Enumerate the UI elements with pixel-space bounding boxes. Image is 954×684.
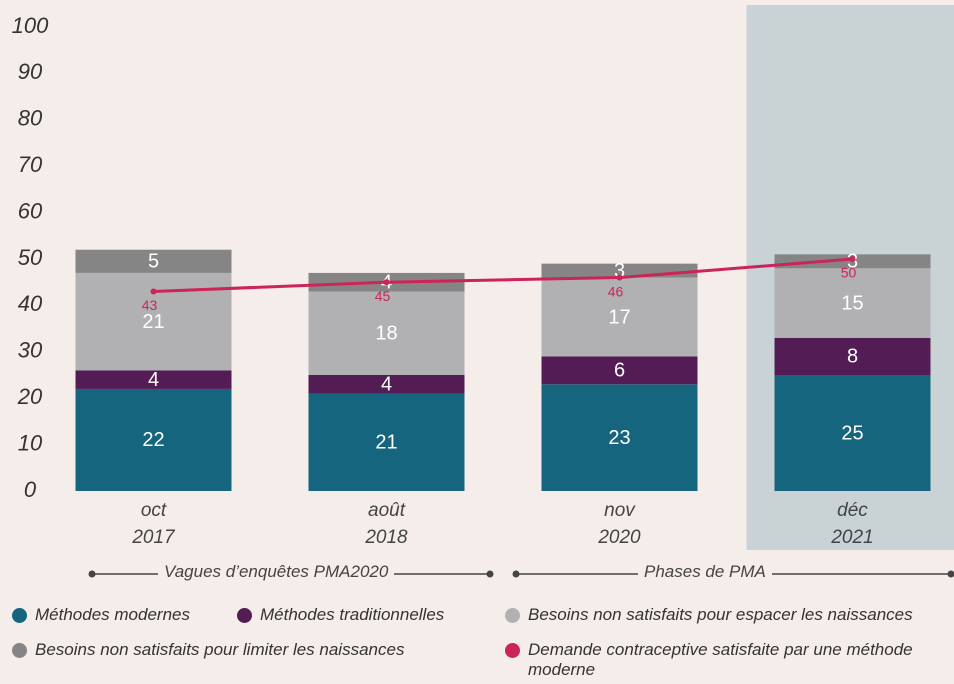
y-tick-label: 10	[18, 430, 43, 455]
bar-segment	[774, 268, 931, 338]
y-tick-label: 0	[24, 477, 37, 502]
line-value-label: 46	[608, 283, 624, 299]
line-point	[150, 288, 157, 295]
bracket-dot	[486, 570, 494, 578]
bar-value-label: 3	[614, 260, 625, 282]
bar-value-label: 5	[148, 251, 159, 273]
legend-item: Méthodes traditionnelles	[237, 605, 497, 625]
bracket-dot	[512, 570, 520, 578]
legend-swatch	[12, 643, 27, 658]
x-tick-label: oct 2017	[132, 500, 175, 548]
bar-value-label: 22	[142, 429, 164, 451]
y-tick-label: 20	[17, 384, 43, 409]
x-tick-label: nov 2020	[598, 500, 641, 548]
bar-segment	[75, 388, 232, 491]
bar-segment	[541, 384, 698, 491]
bar-value-label: 8	[847, 346, 858, 368]
bar-value-label: 4	[148, 369, 159, 391]
y-tick-label: 60	[18, 198, 43, 223]
legend-item: Besoins non satisfaits pour espacer les …	[505, 605, 954, 625]
legend-swatch	[505, 608, 520, 623]
bar-value-label: 25	[841, 422, 863, 444]
x-tick-label: août 2018	[365, 500, 408, 548]
bar-segment	[308, 291, 465, 375]
line-point	[616, 274, 623, 281]
bar-value-label: 21	[142, 311, 164, 333]
legend-label: Méthodes modernes	[35, 605, 190, 624]
line-value-label: 43	[142, 297, 158, 313]
legend-swatch	[237, 608, 252, 623]
bar-segment	[541, 356, 698, 385]
bracket-dot	[88, 570, 96, 578]
y-tick-label: 100	[12, 13, 49, 38]
bar-value-label: 23	[608, 427, 630, 449]
y-tick-label: 50	[18, 245, 43, 270]
bar-value-label: 21	[375, 432, 397, 454]
line-point	[849, 256, 856, 262]
legend-swatch	[12, 608, 27, 623]
bar-segment	[308, 375, 465, 394]
line-point	[383, 279, 390, 286]
legend-label: Méthodes traditionnelles	[260, 605, 445, 624]
bar-segment	[541, 277, 698, 357]
bar-segment	[774, 375, 931, 491]
legend-label: Demande contraceptive satisfaite par une…	[528, 640, 913, 679]
bar-segment	[75, 370, 232, 389]
legend-item: Besoins non satisfaits pour limiter les …	[12, 640, 482, 660]
bracket-dot	[947, 570, 954, 578]
bar-value-label: 4	[381, 374, 392, 396]
legend-item: Demande contraceptive satisfaite par une…	[505, 640, 954, 680]
annotation: Vagues d’enquêtes PMA2020	[158, 562, 395, 582]
x-tick-label: déc 2021	[831, 500, 874, 548]
y-tick-label: 90	[18, 59, 43, 84]
bar-value-label: 6	[614, 360, 625, 382]
y-tick-label: 80	[18, 106, 43, 131]
bar-segment	[308, 393, 465, 491]
legend-label: Besoins non satisfaits pour limiter les …	[35, 640, 405, 659]
y-tick-label: 30	[18, 338, 43, 363]
y-tick-label: 40	[18, 291, 43, 316]
line	[153, 257, 853, 293]
bar-segment	[774, 337, 931, 375]
legend-item: Méthodes modernes	[12, 605, 212, 625]
bar-value-label: 17	[608, 306, 630, 328]
line-value-label: 50	[841, 265, 857, 281]
legend-label: Besoins non satisfaits pour espacer les …	[528, 605, 913, 624]
legend-swatch	[505, 643, 520, 658]
bar-value-label: 15	[841, 292, 863, 314]
y-tick-label: 70	[18, 152, 43, 177]
annotation: Phases de PMA	[638, 562, 772, 582]
line-value-label: 45	[375, 288, 391, 304]
bar-value-label: 18	[375, 323, 397, 345]
bar-segment	[75, 249, 232, 273]
